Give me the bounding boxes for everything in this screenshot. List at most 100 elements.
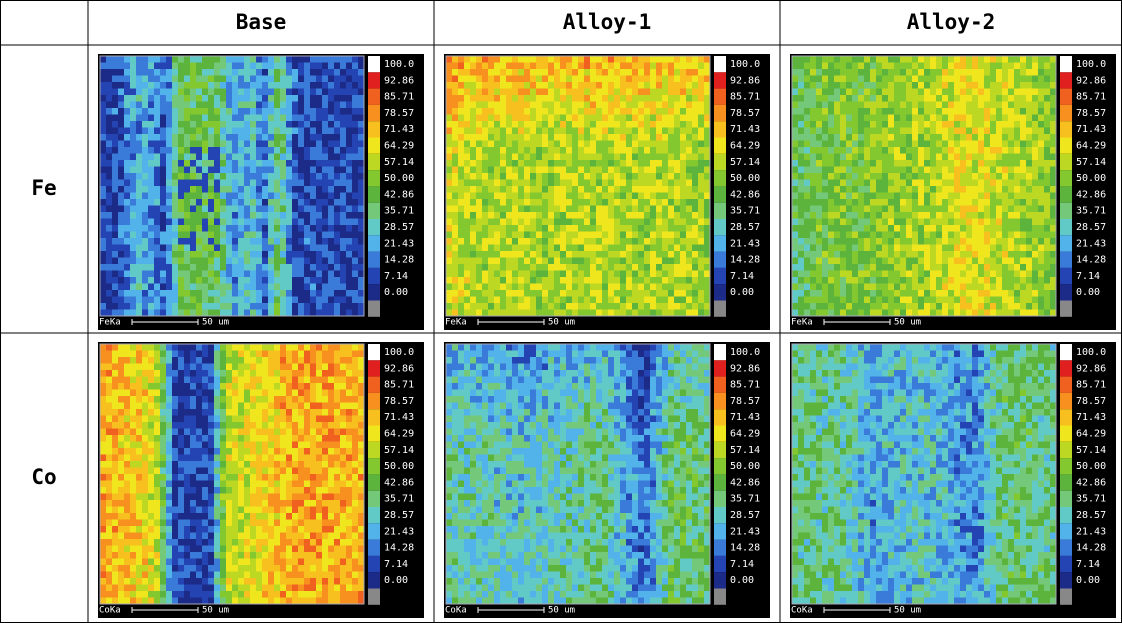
map-pixel xyxy=(572,251,578,258)
map-pixel xyxy=(852,167,858,174)
map-pixel xyxy=(518,167,524,174)
map-pixel xyxy=(698,141,704,148)
map-pixel xyxy=(256,245,262,252)
map-pixel xyxy=(816,180,822,187)
map-pixel xyxy=(864,310,870,317)
map-pixel xyxy=(948,173,954,180)
map-pixel xyxy=(476,141,482,148)
map-pixel xyxy=(668,160,674,167)
map-pixel xyxy=(100,128,106,135)
map-pixel xyxy=(124,303,130,310)
map-pixel xyxy=(512,219,518,226)
map-pixel xyxy=(566,128,572,135)
map-pixel xyxy=(190,147,196,154)
map-pixel xyxy=(328,121,334,128)
map-pixel xyxy=(536,284,542,291)
map-pixel xyxy=(680,134,686,141)
map-pixel xyxy=(912,206,918,213)
map-pixel xyxy=(906,238,912,245)
map-pixel xyxy=(656,245,662,252)
map-pixel xyxy=(888,95,894,102)
map-pixel xyxy=(446,238,452,245)
map-pixel xyxy=(506,277,512,284)
map-pixel xyxy=(250,115,256,122)
map-pixel xyxy=(810,180,816,187)
map-pixel xyxy=(578,251,584,258)
map-pixel xyxy=(572,264,578,271)
map-pixel xyxy=(142,303,148,310)
map-pixel xyxy=(292,251,298,258)
map-pixel xyxy=(888,290,894,297)
map-pixel xyxy=(244,180,250,187)
map-pixel xyxy=(662,63,668,70)
map-pixel xyxy=(870,56,876,63)
map-pixel xyxy=(960,193,966,200)
map-pixel xyxy=(912,147,918,154)
map-pixel xyxy=(208,147,214,154)
map-pixel xyxy=(494,82,500,89)
map-pixel xyxy=(870,297,876,304)
map-pixel xyxy=(316,95,322,102)
map-pixel xyxy=(530,264,536,271)
map-pixel xyxy=(494,303,500,310)
map-pixel xyxy=(178,128,184,135)
map-pixel xyxy=(942,167,948,174)
map-pixel xyxy=(680,193,686,200)
map-pixel xyxy=(112,102,118,109)
map-pixel xyxy=(870,69,876,76)
map-pixel xyxy=(286,154,292,161)
map-pixel xyxy=(596,154,602,161)
map-pixel xyxy=(614,82,620,89)
map-pixel xyxy=(620,76,626,83)
map-pixel xyxy=(900,251,906,258)
map-pixel xyxy=(280,147,286,154)
map-pixel xyxy=(942,108,948,115)
map-pixel xyxy=(572,173,578,180)
map-pixel xyxy=(542,128,548,135)
map-pixel xyxy=(936,69,942,76)
scale-swatch xyxy=(714,219,726,235)
map-pixel xyxy=(846,284,852,291)
map-pixel xyxy=(930,128,936,135)
map-pixel xyxy=(262,238,268,245)
map-pixel xyxy=(256,225,262,232)
map-pixel xyxy=(554,284,560,291)
map-pixel xyxy=(816,284,822,291)
map-pixel xyxy=(178,297,184,304)
map-pixel xyxy=(638,219,644,226)
map-pixel xyxy=(452,167,458,174)
map-pixel xyxy=(792,115,798,122)
map-pixel xyxy=(280,134,286,141)
map-pixel xyxy=(698,284,704,291)
map-pixel xyxy=(662,108,668,115)
map-pixel xyxy=(656,193,662,200)
map-pixel xyxy=(692,95,698,102)
map-pixel xyxy=(340,251,346,258)
map-pixel xyxy=(154,284,160,291)
map-pixel xyxy=(638,180,644,187)
map-pixel xyxy=(840,219,846,226)
scale-label: 100.0 xyxy=(384,59,414,70)
map-pixel xyxy=(160,141,166,148)
map-pixel xyxy=(626,225,632,232)
map-pixel xyxy=(136,264,142,271)
map-pixel xyxy=(112,95,118,102)
map-pixel xyxy=(626,167,632,174)
map-pixel xyxy=(882,180,888,187)
map-pixel xyxy=(100,121,106,128)
map-pixel xyxy=(948,193,954,200)
map-pixel xyxy=(500,238,506,245)
map-pixel xyxy=(238,121,244,128)
map-pixel xyxy=(470,154,476,161)
map-pixel xyxy=(148,277,154,284)
scale-label: 57.14 xyxy=(730,157,760,168)
map-pixel xyxy=(960,219,966,226)
map-pixel xyxy=(100,297,106,304)
map-pixel xyxy=(106,212,112,219)
map-pixel xyxy=(226,56,232,63)
map-pixel xyxy=(918,264,924,271)
map-pixel xyxy=(536,297,542,304)
map-pixel xyxy=(334,199,340,206)
map-pixel xyxy=(810,56,816,63)
map-pixel xyxy=(298,102,304,109)
